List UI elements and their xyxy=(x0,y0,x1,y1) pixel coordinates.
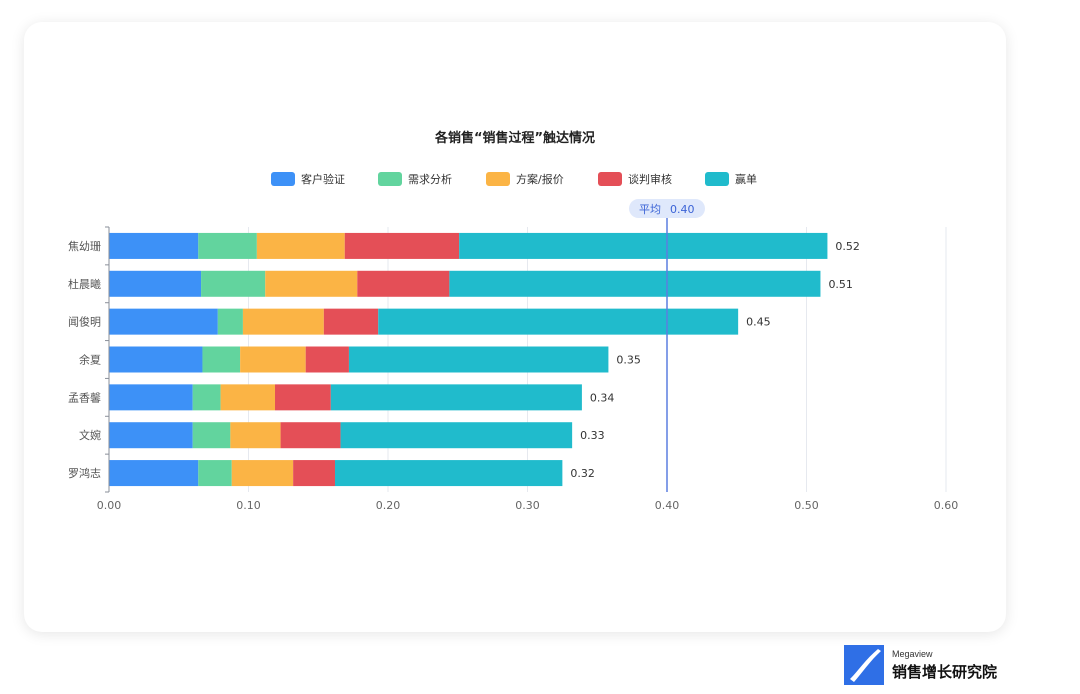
bar-segment xyxy=(220,384,276,411)
bar-segment xyxy=(348,346,609,373)
legend-swatch-2 xyxy=(378,172,402,186)
x-tick-label: 0.60 xyxy=(934,499,959,512)
bar-segment xyxy=(202,346,241,373)
bar-total-label: 0.52 xyxy=(835,240,860,253)
average-marker: 平均 0.40 xyxy=(629,199,705,492)
category-label: 罗鸿志 xyxy=(68,466,101,480)
bar-segment xyxy=(240,346,306,373)
legend-label-2: 需求分析 xyxy=(408,172,452,186)
average-label: 平均 xyxy=(639,203,661,216)
bar-total-label: 0.51 xyxy=(828,278,853,291)
x-tick-label: 0.20 xyxy=(376,499,401,512)
legend-label-3: 方案/报价 xyxy=(516,172,564,186)
bar-segment xyxy=(109,346,203,373)
bar-segment xyxy=(265,270,358,297)
bar-segment xyxy=(323,308,379,335)
bar-segment xyxy=(305,346,349,373)
bar-segment xyxy=(217,308,243,335)
bar-segment xyxy=(330,384,582,411)
bar-segment xyxy=(201,270,266,297)
bars: 0.52 0.51 0.45 0.35 0.34 0.33 0.32 xyxy=(109,232,860,487)
bar-segment xyxy=(357,270,450,297)
bar-segment xyxy=(340,422,573,449)
megaview-logo-icon xyxy=(844,645,884,685)
bar-total-label: 0.33 xyxy=(580,429,605,442)
legend-swatch-5 xyxy=(705,172,729,186)
category-label: 孟香馨 xyxy=(68,390,101,404)
legend-label-1: 客户验证 xyxy=(301,172,345,186)
category-label: 焦幼珊 xyxy=(68,240,101,253)
legend-swatch-1 xyxy=(271,172,295,186)
x-tick-label: 0.40 xyxy=(655,499,680,512)
bar-segment xyxy=(192,422,231,449)
bar-segment xyxy=(231,460,294,487)
legend-swatch-4 xyxy=(598,172,622,186)
bar-segment xyxy=(344,232,460,259)
bar-segment xyxy=(242,308,324,335)
bar-segment xyxy=(230,422,281,449)
x-tick-label: 0.10 xyxy=(236,499,261,512)
bar-segment xyxy=(334,460,563,487)
bar-segment xyxy=(109,308,218,335)
x-tick-label: 0.30 xyxy=(515,499,540,512)
bar-segment xyxy=(109,422,193,449)
brand-small-text: Megaview xyxy=(892,649,933,659)
chart-title: 各销售“销售过程”触达情况 xyxy=(434,130,595,146)
average-badge xyxy=(629,199,705,218)
bar-segment xyxy=(293,460,335,487)
bar-segment xyxy=(256,232,345,259)
legend-swatch-3 xyxy=(486,172,510,186)
bar-segment xyxy=(109,460,199,487)
bar-segment xyxy=(280,422,341,449)
bar-segment xyxy=(198,232,257,259)
category-label: 闻俊明 xyxy=(68,315,101,329)
bar-segment xyxy=(459,232,828,259)
legend-label-5: 赢单 xyxy=(735,172,757,186)
category-label: 杜晨曦 xyxy=(68,277,101,291)
stacked-bar-chart: 各销售“销售过程”触达情况 客户验证 需求分析 方案/报价 谈判审核 赢单 0.520.… xyxy=(68,130,959,512)
bar-segment xyxy=(378,308,739,335)
bar-total-label: 0.32 xyxy=(570,467,595,480)
x-tick-label: 0.00 xyxy=(97,499,122,512)
brand-mark: Megaview 销售增长研究院 xyxy=(844,645,1044,687)
legend: 客户验证 需求分析 方案/报价 谈判审核 赢单 xyxy=(271,172,757,186)
bar-total-label: 0.34 xyxy=(590,391,615,404)
brand-name: 销售增长研究院 xyxy=(892,663,998,681)
legend-label-4: 谈判审核 xyxy=(628,172,672,186)
average-value: 0.40 xyxy=(670,203,695,216)
bar-total-label: 0.45 xyxy=(746,316,771,329)
x-tick-label: 0.50 xyxy=(794,499,819,512)
bar-total-label: 0.35 xyxy=(616,354,641,367)
bar-segment xyxy=(109,384,193,411)
bar-segment xyxy=(449,270,821,297)
bar-segment xyxy=(109,270,202,297)
category-label: 文婉 xyxy=(79,428,101,442)
bar-segment xyxy=(109,232,199,259)
category-label: 余夏 xyxy=(79,353,101,367)
axis: 0.00 0.10 0.20 0.30 0.40 0.50 0.60 焦幼珊杜晨曦闻俊明余夏孟… xyxy=(68,226,959,512)
bar-segment xyxy=(198,460,232,487)
bar-segment xyxy=(192,384,221,411)
chart-card: 各销售“销售过程”触达情况 客户验证 需求分析 方案/报价 谈判审核 赢单 0.52 0.… xyxy=(24,22,1006,632)
bar-segment xyxy=(275,384,331,411)
